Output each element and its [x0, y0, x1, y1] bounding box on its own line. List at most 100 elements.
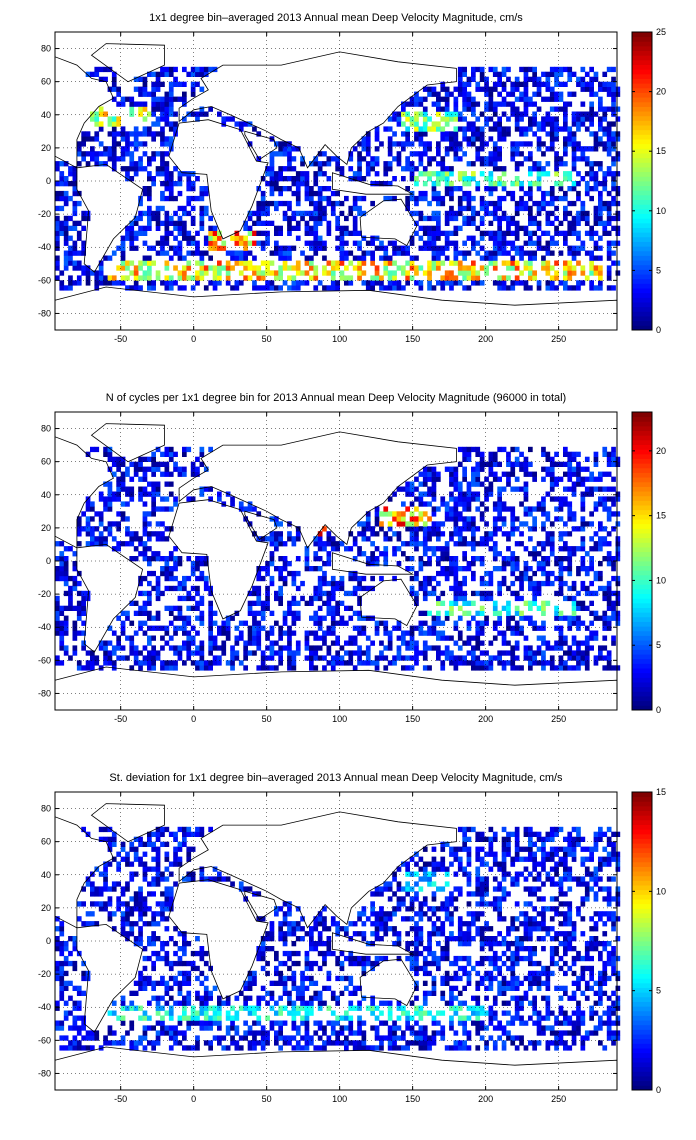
data-cell — [541, 640, 546, 646]
data-cell — [532, 250, 537, 256]
data-cell — [330, 541, 336, 547]
data-cell — [484, 141, 489, 147]
data-cell — [457, 491, 463, 497]
data-cell — [203, 240, 209, 246]
data-cell — [471, 126, 476, 132]
data-cell — [295, 186, 301, 192]
data-cell — [492, 200, 498, 207]
data-cell — [475, 660, 481, 666]
data-cell — [536, 635, 542, 641]
data-cell — [488, 580, 494, 587]
y-tick-label: 60 — [41, 457, 51, 467]
data-cell — [217, 660, 222, 666]
data-cell — [462, 151, 467, 157]
data-cell — [545, 190, 551, 197]
data-cell — [606, 486, 612, 492]
data-cell — [59, 605, 65, 611]
data-cell — [519, 96, 524, 102]
data-cell — [497, 220, 502, 226]
data-cell — [278, 566, 283, 572]
data-cell — [138, 200, 143, 207]
data-cell — [449, 186, 454, 192]
data-cell — [370, 235, 375, 241]
data-cell — [466, 215, 472, 222]
data-cell — [326, 610, 332, 616]
data-cell — [225, 250, 231, 256]
data-cell — [501, 575, 507, 582]
data-cell — [510, 466, 516, 472]
data-cell — [203, 250, 209, 256]
data-cell — [541, 511, 546, 517]
data-cell — [72, 260, 78, 266]
data-cell — [606, 665, 612, 671]
data-cell — [519, 255, 524, 261]
data-cell — [558, 645, 564, 651]
data-cell — [392, 275, 397, 281]
data-cell — [488, 101, 494, 107]
colorbar-swatch — [632, 602, 652, 608]
data-cell — [449, 600, 454, 606]
data-cell — [563, 116, 568, 122]
data-cell — [374, 561, 380, 567]
data-cell — [554, 215, 559, 222]
data-cell — [195, 600, 200, 606]
data-cell — [396, 121, 402, 127]
data-cell — [256, 265, 262, 271]
colorbar-swatch — [632, 306, 652, 312]
data-cell — [510, 590, 516, 597]
data-cell — [584, 466, 590, 472]
data-cell — [55, 230, 60, 236]
data-cell — [392, 660, 397, 666]
data-cell — [549, 126, 555, 132]
data-cell — [125, 516, 130, 522]
data-cell — [147, 640, 152, 646]
data-cell — [335, 605, 340, 611]
data-cell — [449, 635, 454, 641]
data-cell — [59, 921, 65, 927]
data-cell — [409, 536, 415, 542]
data-cell — [103, 146, 108, 152]
data-cell — [462, 205, 467, 212]
data-cell — [554, 121, 559, 127]
data-cell — [598, 270, 603, 276]
data-cell — [396, 265, 402, 271]
data-cell — [589, 225, 594, 231]
data-cell — [453, 250, 459, 256]
data-cell — [536, 200, 542, 207]
data-cell — [563, 541, 568, 547]
data-cell — [602, 225, 608, 231]
data-cell — [81, 1025, 86, 1031]
data-cell — [142, 575, 148, 582]
data-cell — [506, 260, 511, 266]
data-cell — [168, 215, 174, 222]
data-cell — [414, 645, 419, 651]
data-cell — [589, 491, 594, 497]
data-cell — [160, 71, 165, 77]
data-cell — [59, 980, 65, 986]
data-cell — [383, 171, 389, 177]
data-cell — [510, 516, 516, 522]
data-cell — [379, 285, 384, 291]
data-cell — [501, 210, 507, 217]
data-cell — [528, 605, 533, 611]
data-cell — [532, 200, 537, 207]
data-cell — [182, 81, 187, 87]
data-cell — [387, 630, 393, 636]
data-cell — [291, 630, 297, 636]
data-cell — [230, 615, 235, 621]
data-cell — [252, 531, 257, 537]
data-cell — [133, 166, 139, 172]
data-cell — [558, 81, 564, 87]
data-cell — [247, 610, 253, 616]
data-cell — [580, 600, 586, 606]
data-cell — [541, 476, 546, 482]
data-cell — [168, 645, 174, 651]
data-cell — [571, 551, 577, 557]
data-cell — [133, 230, 139, 236]
data-cell — [243, 250, 248, 256]
data-cell — [453, 655, 459, 661]
data-cell — [541, 245, 546, 251]
data-cell — [471, 531, 476, 537]
data-cell — [383, 265, 389, 271]
data-cell — [68, 285, 73, 291]
